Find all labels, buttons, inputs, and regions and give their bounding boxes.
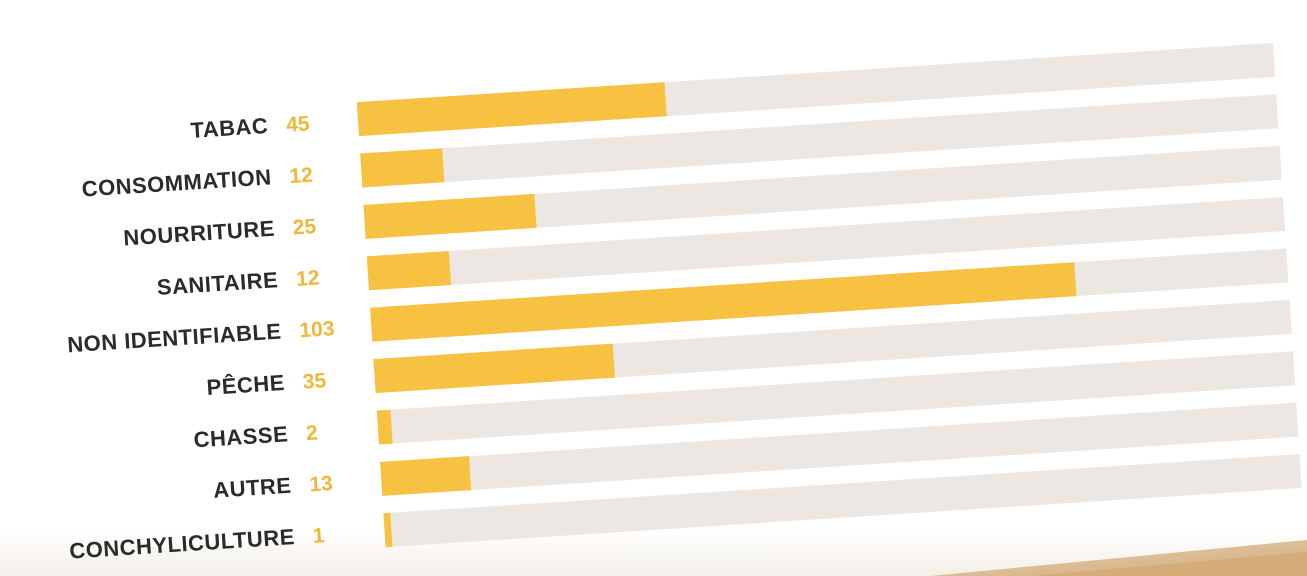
value-label-consommation: 12 xyxy=(289,164,314,188)
bar-sanitaire xyxy=(366,251,452,291)
value-label-nourriture: 25 xyxy=(292,215,317,239)
bar-consommation xyxy=(360,148,445,188)
category-label-nourriture: NOURRITURE xyxy=(123,216,276,251)
category-label-non-identifiable: NON IDENTIFIABLE xyxy=(67,319,283,358)
value-label-sanitaire: 12 xyxy=(295,266,320,290)
category-label-sanitaire: SANITAIRE xyxy=(156,267,279,300)
value-label-chasse: 2 xyxy=(305,421,318,445)
category-label-peche: PÊCHE xyxy=(206,370,286,400)
category-label-consommation: CONSOMMATION xyxy=(81,164,272,201)
value-label-peche: 35 xyxy=(302,369,327,393)
bar-conchyliculture xyxy=(383,512,393,548)
bar-track-consommation xyxy=(360,94,1279,188)
category-label-conchyliculture: CONCHYLICULTURE xyxy=(69,524,296,564)
value-label-tabac: 45 xyxy=(285,112,310,136)
bar-track-conchyliculture xyxy=(383,454,1302,548)
category-label-chasse: CHASSE xyxy=(193,421,289,452)
bar-chasse xyxy=(376,409,393,445)
bar-tabac xyxy=(356,82,667,137)
bar-track-nourriture xyxy=(363,145,1282,239)
bar-track-autre xyxy=(380,402,1299,496)
bar-peche xyxy=(373,343,615,394)
bar-autre xyxy=(380,456,472,496)
category-label-autre: AUTRE xyxy=(212,473,292,503)
category-label-tabac: TABAC xyxy=(190,113,269,143)
value-label-autre: 13 xyxy=(309,472,334,496)
bar-nourriture xyxy=(363,193,537,239)
bar-track-sanitaire xyxy=(366,197,1286,291)
value-label-non-identifiable: 103 xyxy=(299,317,335,342)
bar-non-identifiable xyxy=(370,262,1077,342)
bar-track-chasse xyxy=(376,351,1296,445)
value-label-conchyliculture: 1 xyxy=(312,524,325,548)
